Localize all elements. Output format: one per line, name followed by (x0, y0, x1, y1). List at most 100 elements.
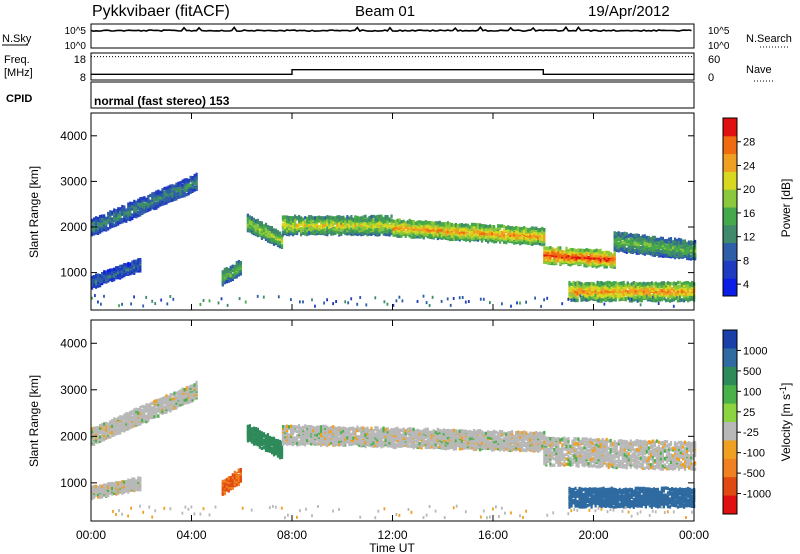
velocity-cell (143, 409, 146, 413)
power-cell (676, 289, 680, 293)
power-cell (624, 283, 627, 287)
power-cell (272, 237, 276, 241)
power-cell (157, 192, 160, 196)
power-cell (692, 248, 695, 252)
power-ground-cell (220, 297, 223, 301)
power-cell (657, 254, 660, 258)
velocity-cell (151, 411, 154, 415)
velocity-cell (129, 422, 132, 427)
power-cell (428, 224, 431, 229)
power-ground-cell (639, 303, 642, 307)
power-cell (579, 251, 582, 255)
power-cell (246, 222, 249, 226)
power-cell (334, 231, 337, 235)
power-cell (362, 223, 365, 227)
power-cell (545, 246, 548, 250)
power-cell (308, 230, 311, 235)
power-ground-cell (582, 295, 585, 299)
power-cell (594, 283, 597, 287)
power-cell (304, 228, 307, 233)
power-cell (314, 216, 317, 220)
power-cell (115, 213, 118, 218)
power-cell (673, 239, 677, 244)
power-cell (444, 224, 447, 228)
power-cell (183, 178, 186, 182)
power-cell (179, 194, 182, 198)
power-cell (648, 288, 651, 292)
power-cell (655, 237, 658, 242)
power-cell (668, 291, 672, 296)
velocity-cell (109, 435, 112, 439)
power-cell (647, 247, 650, 252)
power-cell (302, 217, 305, 221)
power-cell (99, 274, 102, 278)
power-cell (390, 224, 393, 229)
power-cell (598, 286, 601, 290)
power-cell (133, 203, 136, 207)
power-cell (296, 225, 299, 229)
velocity-cell (145, 405, 148, 409)
power-cell (651, 235, 654, 240)
velocity-cell (149, 408, 152, 412)
power-cell (398, 234, 401, 238)
power-cell (677, 240, 681, 245)
power-cell (175, 193, 178, 198)
power-cell (615, 243, 618, 248)
power-ground-cell (383, 300, 386, 304)
power-cell (175, 186, 178, 190)
power-cell (593, 249, 596, 253)
power-ground-cell (302, 300, 304, 304)
power-cell (541, 238, 544, 242)
power-cell (91, 286, 94, 290)
velocity-cell (127, 421, 130, 425)
power-cell (296, 230, 299, 234)
power-cell (141, 200, 144, 205)
power-cell (448, 222, 451, 226)
power-cell (149, 206, 152, 210)
power-cell (628, 286, 631, 290)
velocity-cell (141, 412, 144, 416)
power-cell (225, 275, 228, 280)
nsky-tick-top: 10^5 (65, 26, 87, 37)
power-ground-cell (395, 299, 398, 303)
power-cell (252, 224, 255, 228)
power-cell (643, 242, 646, 247)
power-cell (657, 245, 660, 250)
power-cell (523, 239, 526, 243)
power-cell (424, 229, 427, 233)
power-cell (252, 217, 255, 222)
power-cell (195, 175, 198, 179)
power-cell (386, 217, 389, 221)
power-cell (631, 248, 634, 252)
velocity-cell (169, 406, 172, 411)
power-cell (620, 287, 623, 291)
power-cell (380, 223, 383, 228)
power-cell (547, 261, 550, 265)
power-cell (646, 294, 649, 298)
power-cell (281, 218, 285, 222)
power-cell (308, 227, 311, 231)
power-cell (233, 268, 236, 273)
power-cell (270, 226, 274, 230)
power-cell (614, 291, 617, 295)
power-cell (543, 234, 546, 238)
power-cell (624, 291, 627, 295)
power-cell (330, 227, 333, 232)
power-cell (223, 269, 226, 274)
velocity-cell (97, 431, 100, 436)
power-cell (513, 241, 516, 245)
power-cell (264, 237, 268, 241)
power-ground-cell (657, 302, 660, 305)
power-ground-cell (238, 297, 241, 301)
velocity-cell (179, 396, 182, 401)
velocity-cell (157, 398, 160, 402)
power-cell (378, 217, 381, 221)
power-cell (95, 218, 98, 222)
power-cell (586, 286, 589, 291)
velocity-cell (131, 410, 134, 414)
velocity-cell (183, 398, 186, 402)
power-ground-cell (217, 301, 220, 305)
velocity-cell (159, 410, 162, 415)
power-cell (450, 222, 453, 227)
